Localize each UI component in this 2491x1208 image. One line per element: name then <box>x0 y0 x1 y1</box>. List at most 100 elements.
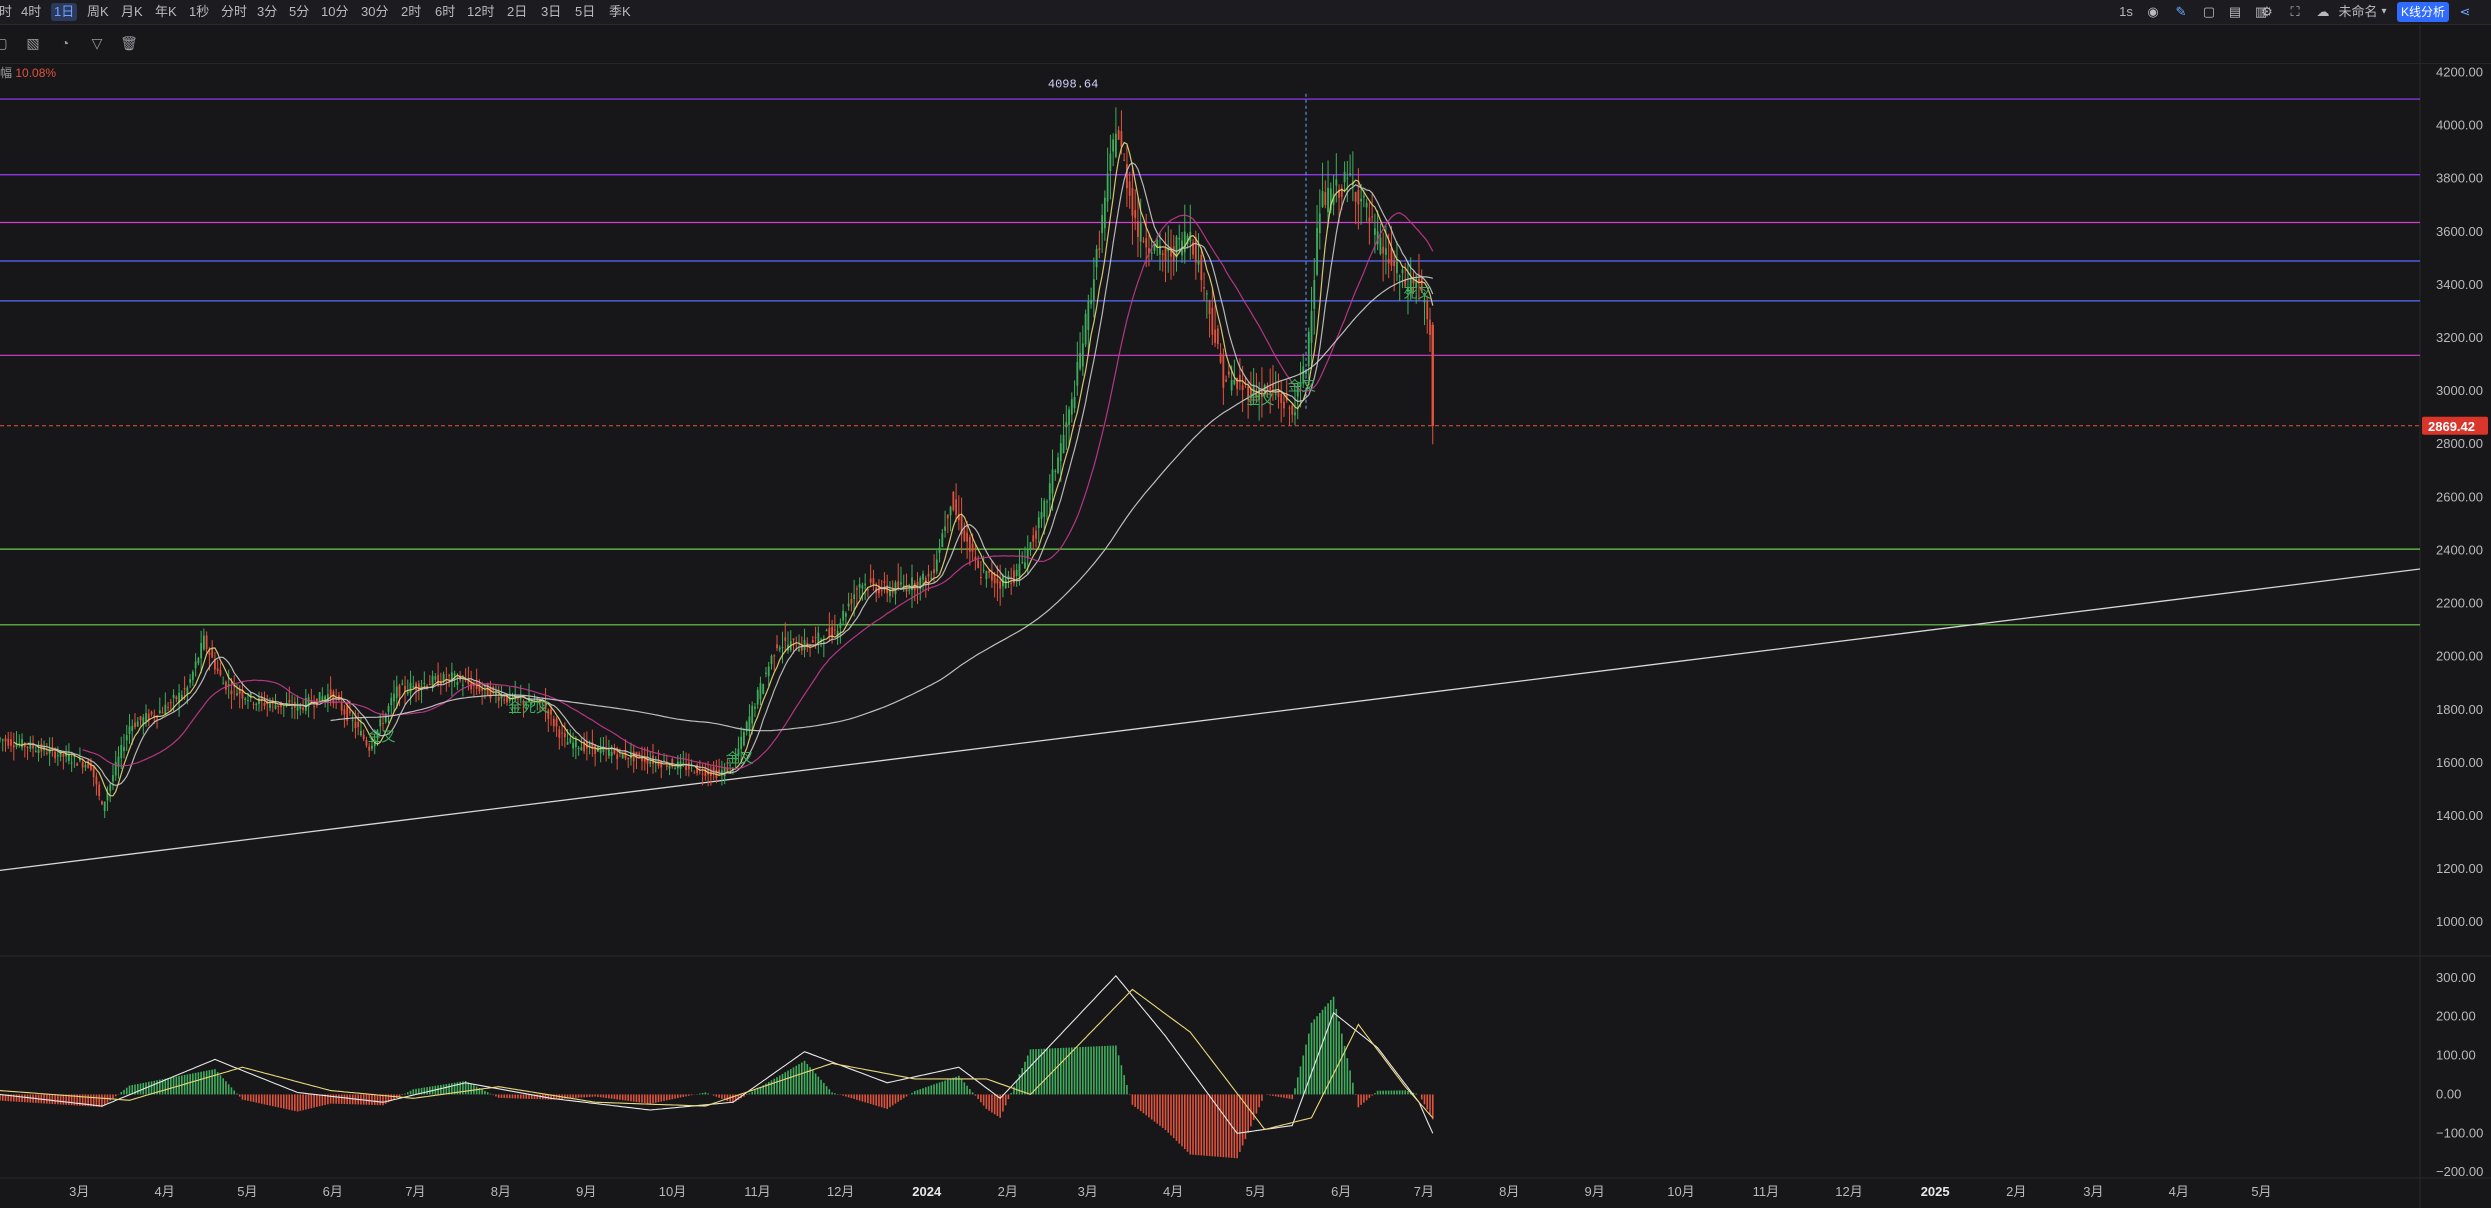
square-tool-icon[interactable]: ▢ <box>0 35 8 51</box>
candle-body <box>585 740 588 749</box>
brush-icon[interactable]: ◔ <box>60 35 70 51</box>
candle-body <box>73 755 76 758</box>
chart-edit-icon[interactable]: ▧ <box>26 35 40 51</box>
x-tick-label: 10月 <box>1667 1184 1694 1199</box>
candle-body <box>456 681 459 685</box>
interval-label[interactable]: 1s <box>2119 4 2133 19</box>
timeframe-year[interactable]: 年K <box>155 4 177 19</box>
candle-body <box>1365 202 1368 208</box>
timeframe-2d[interactable]: 2日 <box>507 4 528 19</box>
layout-icon[interactable]: ▥ <box>2254 4 2268 19</box>
y-tick-label: 1800.00 <box>2436 702 2483 717</box>
candle-body <box>299 704 302 709</box>
candle-body <box>434 676 437 680</box>
comment-icon[interactable]: ▢ <box>2202 4 2216 19</box>
candle-body <box>200 642 203 659</box>
candle-body <box>610 751 613 757</box>
book-icon[interactable]: ▤ <box>2228 4 2242 19</box>
trash-icon[interactable]: 🗑 <box>120 35 138 51</box>
kline-analysis-button[interactable]: K线分析 <box>2397 2 2449 22</box>
candle-body <box>45 752 48 754</box>
candle-body <box>1354 192 1357 202</box>
candle-body <box>569 738 572 743</box>
timeframe-30m[interactable]: 30分 <box>361 4 389 19</box>
fullscreen-icon[interactable]: ⛶ <box>2290 4 2300 19</box>
timeframe-3m[interactable]: 3分 <box>257 4 278 19</box>
layout-name[interactable]: 未命名 <box>2338 4 2378 19</box>
cross-signal-label: 死叉 <box>1403 286 1431 302</box>
share-icon[interactable]: ⋖ <box>2459 4 2471 19</box>
candle-body <box>216 668 219 671</box>
candle-body <box>1114 133 1117 157</box>
candle-body <box>643 757 646 762</box>
candle-body <box>1208 301 1211 315</box>
candle-body <box>657 761 660 766</box>
timeframe-12h[interactable]: 12时 <box>467 4 495 19</box>
candle-body <box>123 746 125 752</box>
candle-body <box>668 765 671 769</box>
timeframe-month[interactable]: 月K <box>121 4 143 19</box>
chevron-down-icon[interactable]: ▾ <box>2381 6 2387 17</box>
candle-body <box>1238 374 1241 382</box>
timeframe-6h[interactable]: 6时 <box>435 4 456 19</box>
cloud-icon[interactable]: ☁ <box>2316 4 2330 19</box>
x-tick-label: 2月 <box>2006 1184 2026 1199</box>
candle-body <box>944 526 946 531</box>
candle-body <box>103 801 106 812</box>
candle-body <box>500 695 503 699</box>
candle-body <box>971 543 974 552</box>
candle-body <box>825 630 828 632</box>
timeframe-quarter[interactable]: 季K <box>609 4 631 19</box>
candle-body <box>191 671 194 680</box>
candle-body <box>1197 260 1200 265</box>
candle-body <box>70 762 73 764</box>
camera-icon[interactable]: ◉ <box>2147 4 2159 19</box>
candle-body <box>109 784 112 792</box>
candle-body <box>580 747 583 751</box>
candle-body <box>401 683 404 685</box>
candle-body <box>1393 261 1396 267</box>
candle-body <box>481 688 484 691</box>
macd-y-tick-label: 100.00 <box>2436 1048 2476 1063</box>
pen-icon[interactable]: ✎ <box>2175 4 2187 19</box>
filter-icon[interactable]: ▽ <box>91 35 103 51</box>
candle-body <box>894 582 897 595</box>
timeframe-1d[interactable]: 1日 <box>51 3 78 21</box>
candle-body <box>147 713 150 721</box>
timeframe-1s[interactable]: 1秒 <box>189 4 210 19</box>
timeframe-5d[interactable]: 5日 <box>575 4 596 19</box>
candle-body <box>1272 383 1274 388</box>
timeframe-3d[interactable]: 3日 <box>541 4 562 19</box>
change-value: 10.08% <box>15 66 57 80</box>
candle-body <box>1214 329 1216 343</box>
candle-body <box>1310 311 1313 343</box>
timeframe-10m[interactable]: 10分 <box>321 4 349 19</box>
candle-body <box>1255 390 1258 399</box>
timeframe-2h[interactable]: 2时 <box>401 4 422 19</box>
y-tick-label: 2800.00 <box>2436 436 2483 451</box>
candle-body <box>861 585 864 589</box>
candle-body <box>1018 564 1021 577</box>
candle-body <box>76 763 79 766</box>
timeframe-week[interactable]: 周K <box>87 4 109 19</box>
x-tick-label: 4月 <box>2169 1184 2189 1199</box>
x-tick-label: 2024 <box>912 1184 942 1199</box>
candle-body <box>112 775 114 782</box>
timeframe-5m[interactable]: 5分 <box>289 4 310 19</box>
timeframe-intraday[interactable]: 分时 <box>221 4 248 19</box>
x-tick-label: 7月 <box>1414 1184 1434 1199</box>
settings-icon[interactable]: ⚙ <box>2261 4 2273 19</box>
timeframe-4h[interactable]: 4时 <box>21 4 42 19</box>
candle-body <box>189 679 192 683</box>
x-tick-label: 4月 <box>1163 1184 1183 1199</box>
timeframe-hour[interactable]: 时 <box>0 4 13 19</box>
candle-body <box>87 760 90 769</box>
candle-body <box>1142 240 1145 242</box>
candle-body <box>219 669 222 676</box>
candle-body <box>178 692 180 703</box>
candle-body <box>1046 501 1048 503</box>
candle-body <box>1401 269 1404 274</box>
candle-body <box>792 638 795 641</box>
candle-body <box>346 706 349 721</box>
